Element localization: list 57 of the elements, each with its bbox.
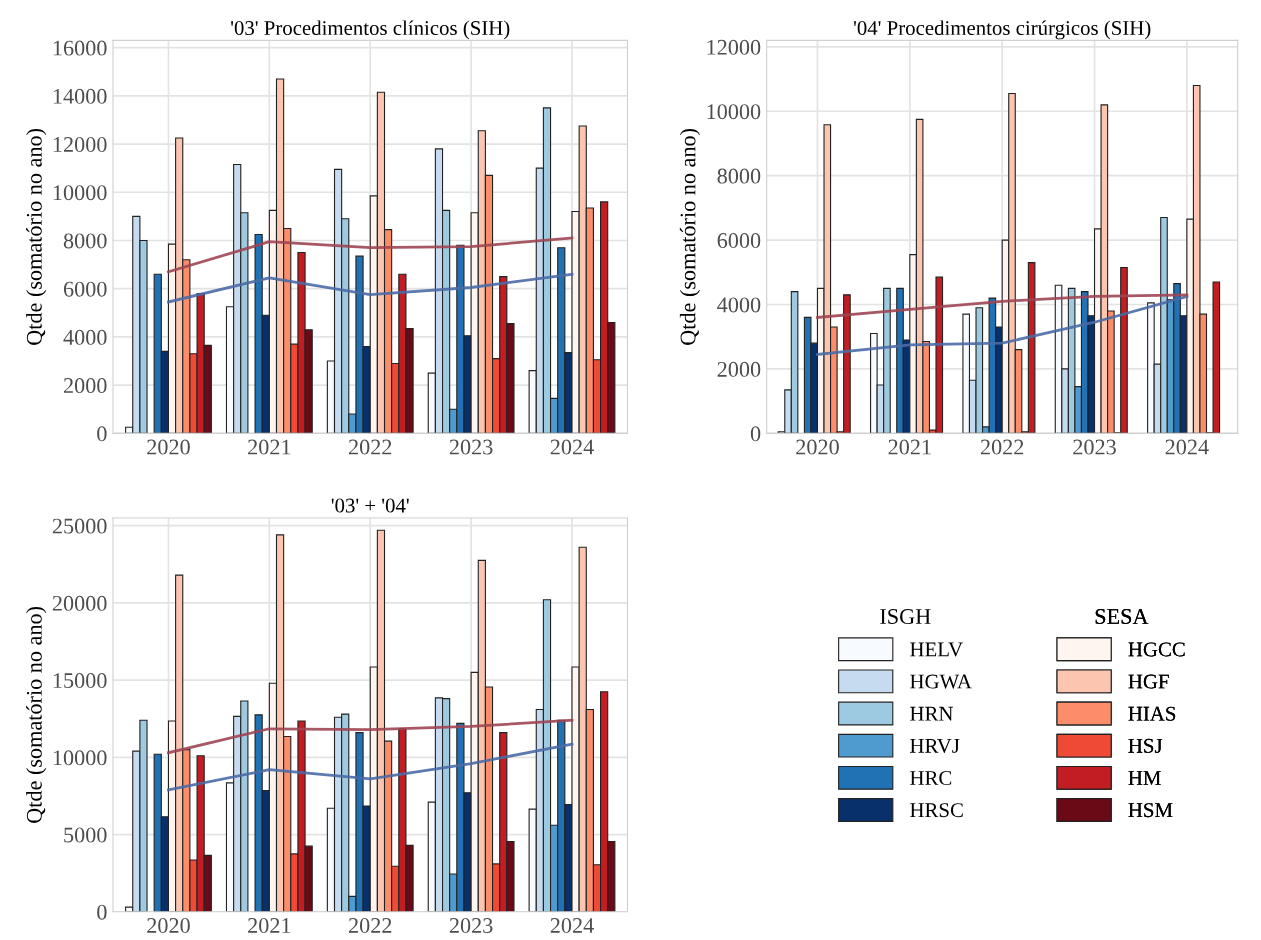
x-tick-label: 2020 [147,918,190,933]
legend-label: HRC [910,771,952,785]
y-tick-label: 14000 [53,88,107,104]
legend-label: HRVJ [910,739,960,753]
x-tick-label: 2020 [796,439,839,455]
legend-label: HIAS [1128,706,1176,721]
x-tick-label: 2023 [1073,439,1116,455]
x-tick-label: 2021 [248,918,291,933]
x-tick-label: 2022 [348,918,392,933]
legend-label: HGF [1128,674,1169,689]
x-tick-label: 2024 [1165,439,1209,455]
legend-label: HRSC [910,803,963,818]
legend-label: HRN [910,706,953,721]
legend-label: HGWA [910,674,972,689]
text: ISGH [880,609,931,624]
y-tick-label: 0 [97,904,107,920]
x-tick-label: 2024 [550,918,594,933]
chart-title: '04' Procedimentos cirúrgicos (SIH) [853,20,1151,40]
y-tick-label: 12000 [707,39,761,55]
y-tick-label: 10000 [53,750,107,766]
y-tick-label: 10000 [707,104,761,120]
x-tick-label: 2022 [980,439,1024,455]
y-tick-label: 2000 [717,361,761,377]
y-axis-title: Qtde (somatório no ano) [679,128,701,345]
y-tick-label: 12000 [53,137,107,152]
y-tick-label: 6000 [717,233,761,249]
legend-label: HSM [1128,803,1173,818]
x-tick-label: 2021 [248,439,291,455]
y-tick-label: 8000 [63,233,107,249]
y-tick-label: 0 [97,426,107,442]
y-tick-label: 0 [750,426,761,442]
chart-title: '03' + '04' [331,498,409,513]
y-tick-label: 10000 [53,185,107,201]
x-tick-label: 2022 [348,439,392,455]
y-tick-label: 8000 [717,168,761,184]
y-tick-label: 25000 [52,518,107,534]
y-tick-label: 5000 [64,827,107,843]
y-axis-title: Qtde (somatório no ano) [26,606,47,823]
legend-label: HSJ [1128,738,1163,753]
x-tick-label: 2023 [449,439,493,455]
x-tick-label: 2020 [147,439,190,455]
legend-label: HM [1128,771,1161,785]
y-tick-label: 16000 [53,40,107,56]
y-tick-label: 15000 [53,673,107,689]
y-tick-label: 6000 [63,281,107,297]
x-tick-label: 2024 [550,439,594,455]
x-tick-label: 2023 [449,918,493,933]
legend-label: HGCC [1128,642,1185,657]
y-tick-label: 2000 [63,378,107,394]
y-axis-title: Qtde (somatório no ano) [26,128,47,345]
chart-title: '03' Procedimentos clínicos (SIH) [231,20,510,40]
y-tick-label: 20000 [52,595,107,611]
x-tick-label: 2021 [888,439,931,455]
y-tick-label: 4000 [63,329,107,345]
y-tick-label: 4000 [717,297,761,313]
text: SESA [1095,609,1149,624]
legend-label: HELV [910,642,963,657]
